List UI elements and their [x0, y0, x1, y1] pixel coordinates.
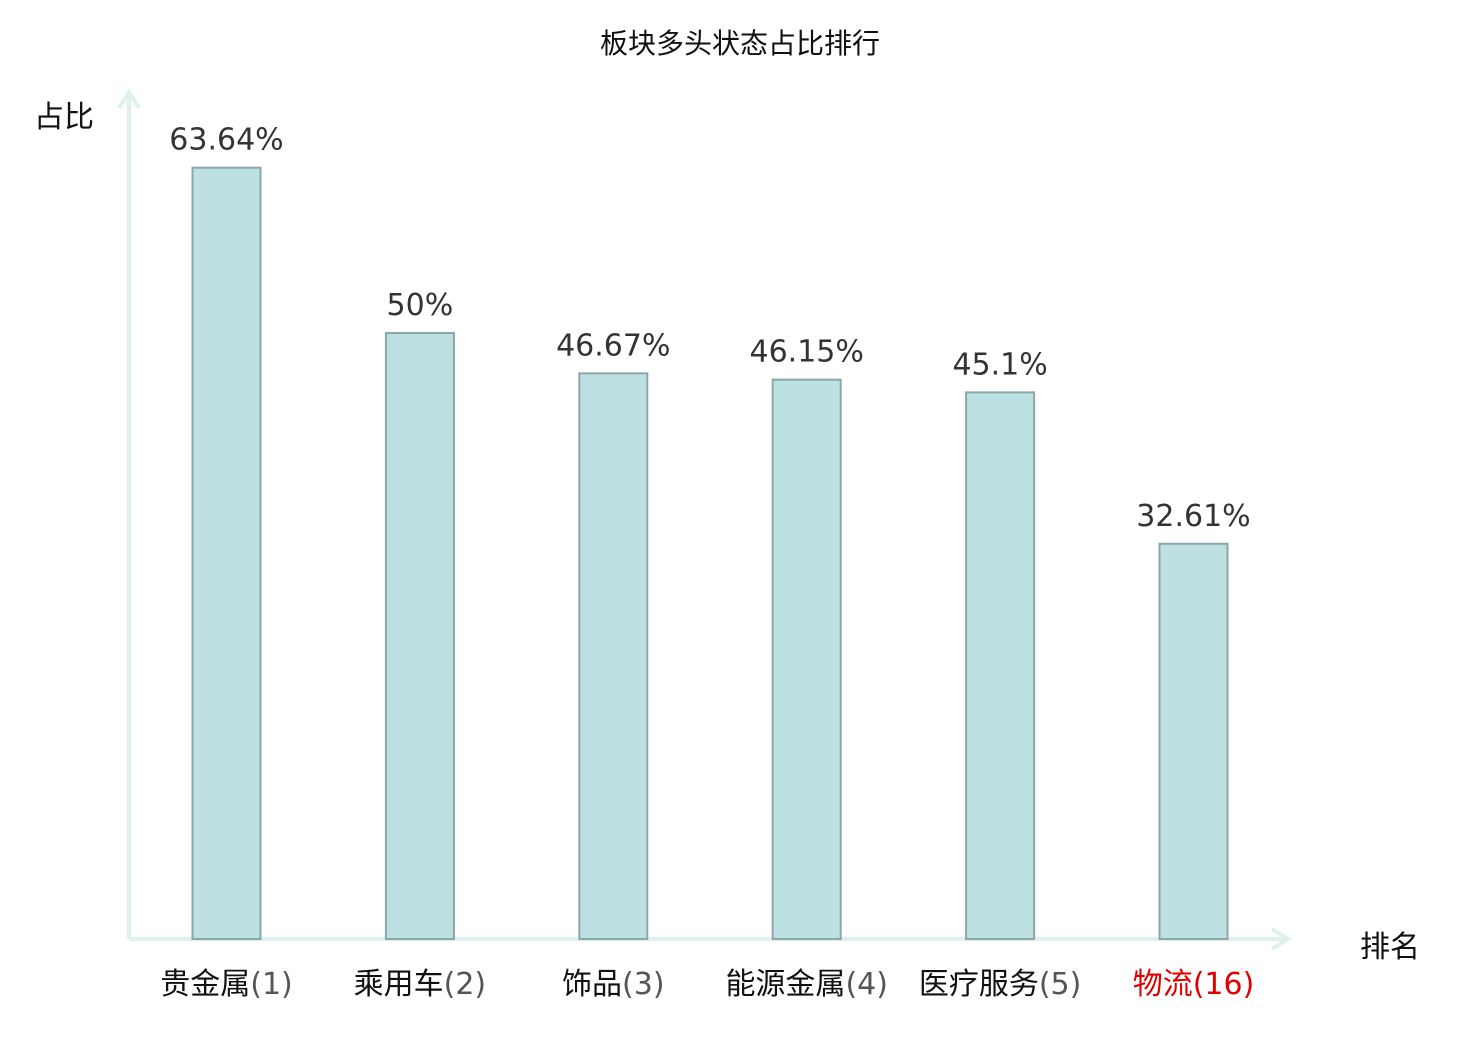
x-tick-label: 贵金属(1): [160, 967, 293, 1002]
bar: [771, 378, 842, 940]
x-axis-arrow: [1270, 927, 1292, 951]
bar-value-label: 63.64%: [169, 123, 283, 158]
bar: [384, 332, 455, 940]
x-tick-label: 物流(16): [1133, 967, 1255, 1002]
bar-value-label: 32.61%: [1136, 499, 1250, 534]
bar-value-label: 50%: [387, 288, 454, 323]
bar: [191, 166, 262, 940]
chart-title: 板块多头状态占比排行: [599, 27, 880, 60]
x-tick-label: 医疗服务(5): [919, 967, 1082, 1002]
bar: [578, 372, 649, 940]
x-axis-label: 排名: [1360, 930, 1420, 965]
x-tick-label: 能源金属(4): [725, 967, 888, 1002]
bar: [1158, 542, 1229, 940]
bar: [965, 391, 1036, 940]
bar-value-label: 45.1%: [952, 347, 1047, 382]
x-tick-label: 饰品(3): [562, 967, 665, 1002]
y-axis-label: 占比: [34, 100, 94, 135]
bar-value-label: 46.67%: [556, 328, 670, 363]
y-axis-arrow: [117, 88, 141, 110]
bar-value-label: 46.15%: [750, 335, 864, 370]
x-tick-label: 乘用车(2): [354, 967, 487, 1002]
